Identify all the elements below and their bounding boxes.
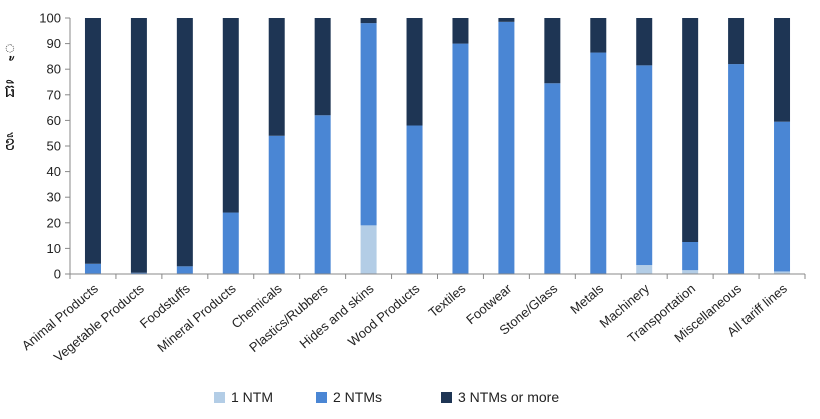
bar-stack <box>452 18 469 274</box>
x-category-label: Mineral Products <box>154 280 239 355</box>
y-tick-label: 60 <box>47 113 61 128</box>
bar-stack <box>728 18 745 274</box>
bar-segment <box>406 18 423 126</box>
y-tick-label: 40 <box>47 164 61 179</box>
bar-segment <box>452 18 469 44</box>
legend-item: 1 NTM <box>214 389 273 405</box>
bar-segment <box>360 18 377 24</box>
bar-stack <box>774 18 791 274</box>
legend-label: 3 NTMs or more <box>458 389 559 405</box>
left-edge-glyphs: ូ ធិ ខ៏ <box>4 39 15 155</box>
bar-segment <box>314 18 331 116</box>
y-tick-label: 100 <box>39 11 61 26</box>
bar-segment <box>590 52 607 275</box>
bar-segment <box>176 266 193 274</box>
x-category-label: Metals <box>567 280 606 316</box>
legend-swatch <box>214 392 225 403</box>
bar-segment <box>636 18 653 66</box>
bar-segment <box>130 272 147 274</box>
side-glyph: ធិ <box>4 79 15 102</box>
y-tick-label: 10 <box>47 241 61 256</box>
y-tick-label: 90 <box>47 36 61 51</box>
bar-segment <box>682 18 699 242</box>
bar-segment <box>314 115 331 274</box>
bar-stack <box>176 18 193 274</box>
y-tick-label: 70 <box>47 87 61 102</box>
bar-segment <box>84 263 101 274</box>
bar-segment <box>176 18 193 267</box>
y-tick-label: 30 <box>47 190 61 205</box>
y-tick-label: 80 <box>47 62 61 77</box>
bar-segment <box>452 43 469 274</box>
bar-stack <box>498 18 515 275</box>
bar-segment <box>728 64 745 274</box>
side-glyph: ខ៏ <box>4 132 15 155</box>
bar-stack <box>590 18 607 275</box>
legend: 1 NTM 2 NTMs 3 NTMs or more <box>214 389 559 405</box>
bar-stack <box>314 18 331 274</box>
bar-segment <box>268 18 285 136</box>
bar-segment <box>682 242 699 271</box>
bar-segment <box>590 18 607 53</box>
bar-segment <box>498 18 515 22</box>
bar-segment <box>268 135 285 274</box>
bar-segment <box>636 65 653 266</box>
y-tick-label: 20 <box>47 215 61 230</box>
bar-segment <box>774 121 791 272</box>
x-category-label: Animal Products <box>19 280 102 353</box>
bar-stack <box>360 18 377 274</box>
bar-stack <box>222 18 239 274</box>
bar-stack <box>84 18 101 274</box>
bar-stack <box>636 18 653 274</box>
bar-segment <box>360 225 377 274</box>
bar-stack <box>268 18 285 274</box>
legend-item: 3 NTMs or more <box>441 389 559 405</box>
bar-segment <box>544 83 561 274</box>
bar-segment <box>774 18 791 122</box>
legend-label: 2 NTMs <box>333 389 382 405</box>
side-glyph: ូ <box>5 39 16 61</box>
bar-segment <box>636 265 653 274</box>
bar-segment <box>222 18 239 213</box>
bar-segment <box>498 21 515 275</box>
bar-segment <box>84 18 101 264</box>
y-tick-label: 50 <box>47 139 61 154</box>
bar-segment <box>406 125 423 275</box>
bar-segment <box>222 212 239 274</box>
y-axis: 0 10 20 30 40 50 60 70 80 90 100 <box>39 11 71 282</box>
bar-stack <box>682 18 699 274</box>
bar-stack <box>406 18 423 275</box>
bar-segment <box>682 270 699 274</box>
legend-swatch <box>316 392 327 403</box>
y-tick-label: 0 <box>54 267 61 282</box>
bars <box>84 18 791 275</box>
bar-segment <box>360 23 377 226</box>
legend-item: 2 NTMs <box>316 389 382 405</box>
bar-segment <box>728 18 745 65</box>
bar-segment <box>544 18 561 84</box>
legend-swatch <box>441 392 452 403</box>
bar-segment <box>774 271 791 274</box>
bar-stack <box>130 18 147 274</box>
bar-stack <box>544 18 561 274</box>
x-category-label: Plastics/Rubbers <box>246 280 331 355</box>
bar-segment <box>130 18 147 273</box>
legend-label: 1 NTM <box>231 389 273 405</box>
x-category-label: Textiles <box>426 280 469 320</box>
